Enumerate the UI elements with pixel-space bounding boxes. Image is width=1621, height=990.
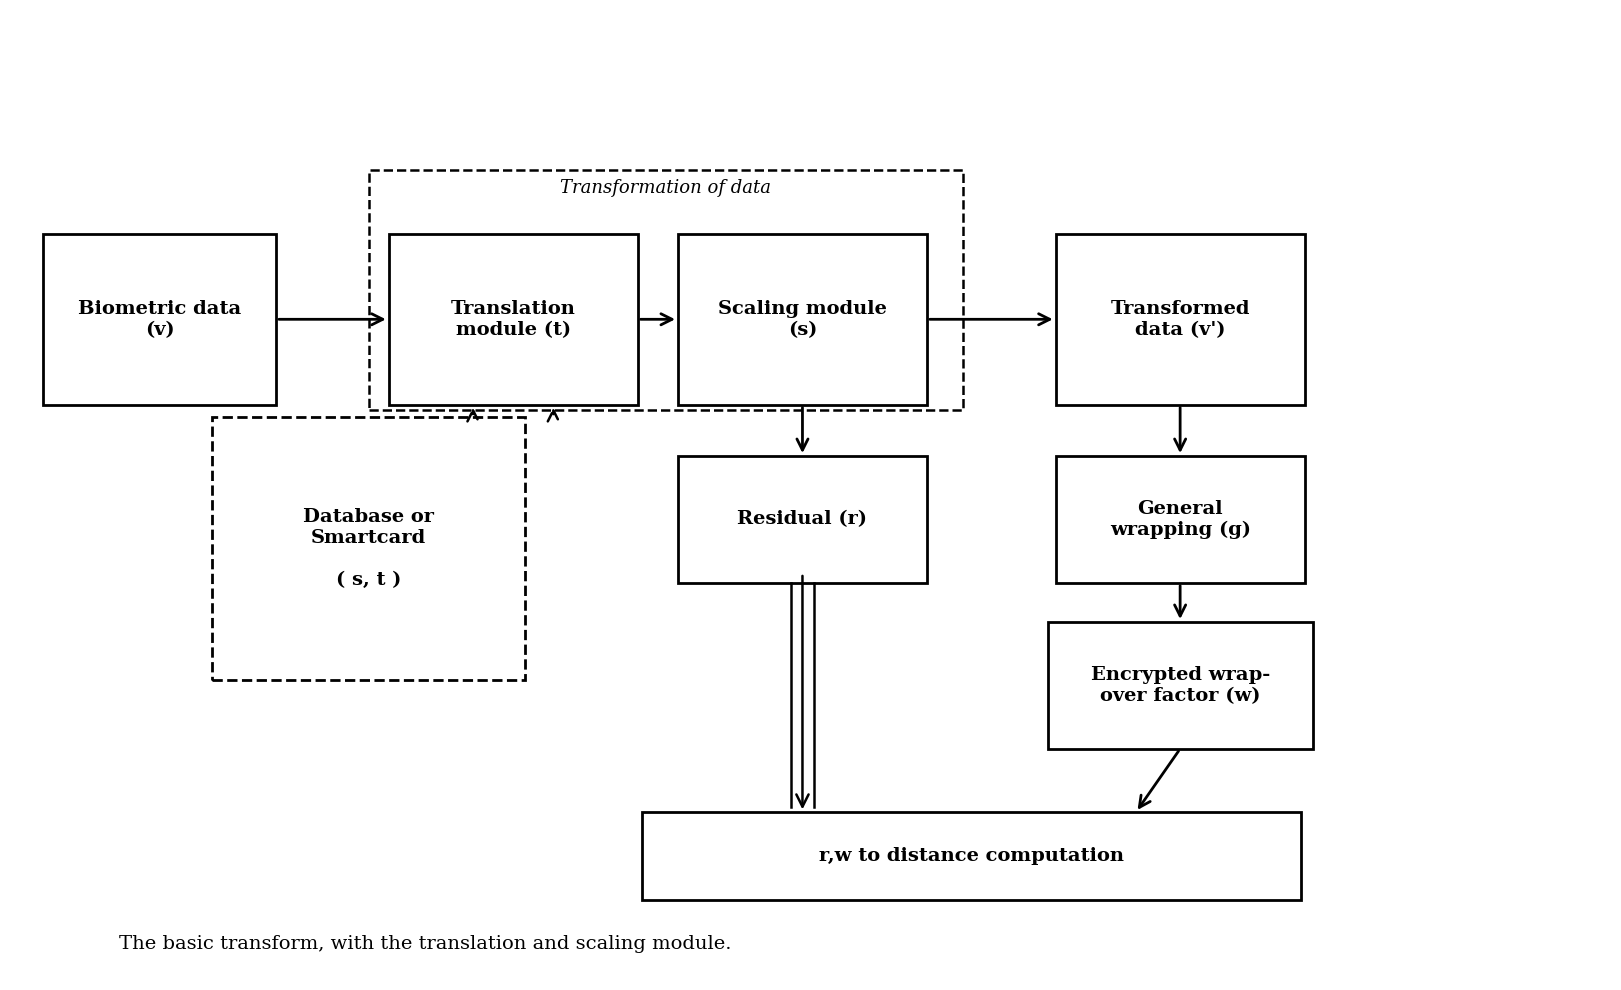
Bar [368, 170, 963, 410]
Bar [389, 234, 637, 405]
Text: Residual (r): Residual (r) [738, 511, 867, 529]
Bar [1055, 456, 1305, 583]
Bar [642, 812, 1300, 900]
Bar [212, 417, 525, 680]
Bar [678, 234, 927, 405]
Bar [1047, 622, 1313, 748]
Bar [44, 234, 276, 405]
Text: General
wrapping (g): General wrapping (g) [1110, 500, 1251, 539]
Text: Encrypted wrap-
over factor (w): Encrypted wrap- over factor (w) [1091, 666, 1269, 705]
Text: Transformation of data: Transformation of data [561, 178, 772, 197]
Text: r,w to distance computation: r,w to distance computation [819, 847, 1123, 865]
Text: Biometric data
(v): Biometric data (v) [78, 300, 242, 339]
Text: Transformed
data (v'): Transformed data (v') [1110, 300, 1250, 339]
Text: Scaling module
(s): Scaling module (s) [718, 300, 887, 339]
Text: Database or
Smartcard

( s, t ): Database or Smartcard ( s, t ) [303, 509, 434, 589]
Text: The basic transform, with the translation and scaling module.: The basic transform, with the translatio… [120, 935, 733, 953]
Text: Translation
module (t): Translation module (t) [451, 300, 575, 339]
Bar [678, 456, 927, 583]
Bar [1055, 234, 1305, 405]
